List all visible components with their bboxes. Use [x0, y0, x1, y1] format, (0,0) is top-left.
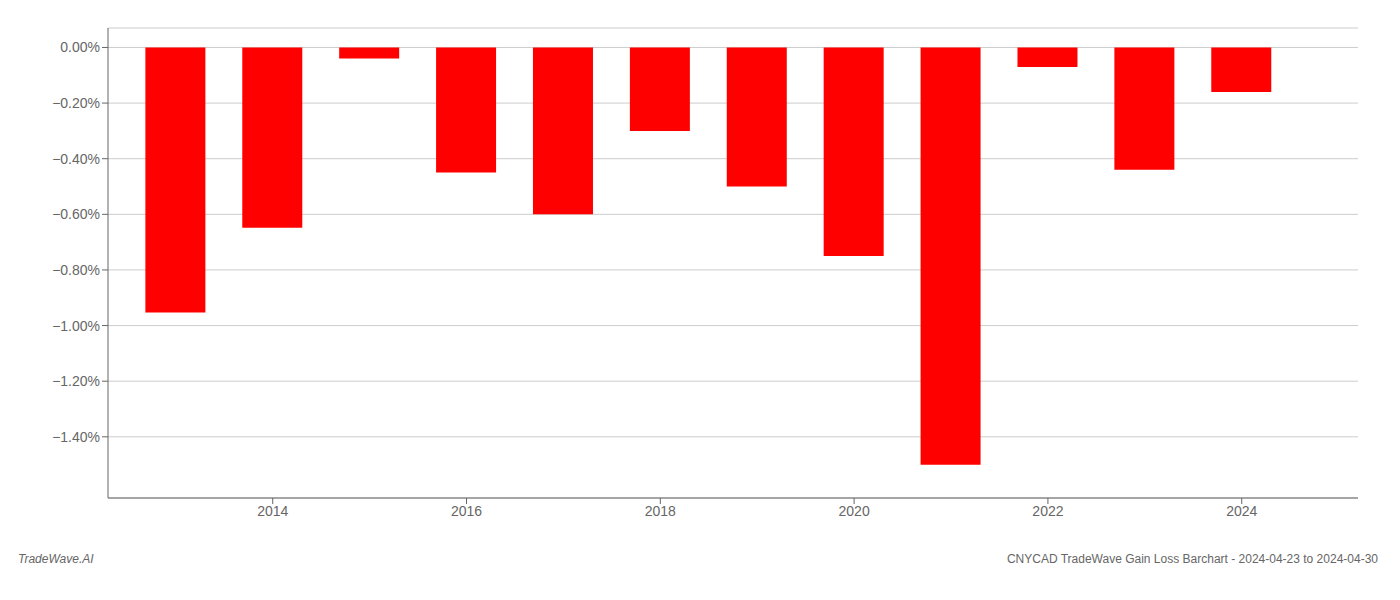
svg-text:2014: 2014	[257, 503, 288, 519]
svg-text:−0.80%: −0.80%	[52, 262, 100, 278]
svg-text:−0.20%: −0.20%	[52, 95, 100, 111]
svg-text:0.00%: 0.00%	[60, 39, 100, 55]
svg-text:2016: 2016	[451, 503, 482, 519]
svg-text:−1.20%: −1.20%	[52, 373, 100, 389]
html-text:TradeWave.AI: TradeWave.AI	[18, 552, 94, 566]
svg-text:−1.00%: −1.00%	[52, 318, 100, 334]
svg-text:2024: 2024	[1226, 503, 1257, 519]
svg-text:−0.40%: −0.40%	[52, 151, 100, 167]
html-text:CNYCAD TradeWave Gain Loss Bar: CNYCAD TradeWave Gain Loss Barchart - 20…	[1006, 552, 1378, 566]
svg-text:−0.60%: −0.60%	[52, 206, 100, 222]
svg-text:2020: 2020	[839, 503, 870, 519]
svg-text:2022: 2022	[1032, 503, 1063, 519]
svg-text:−1.40%: −1.40%	[52, 429, 100, 445]
svg-text:2018: 2018	[645, 503, 676, 519]
